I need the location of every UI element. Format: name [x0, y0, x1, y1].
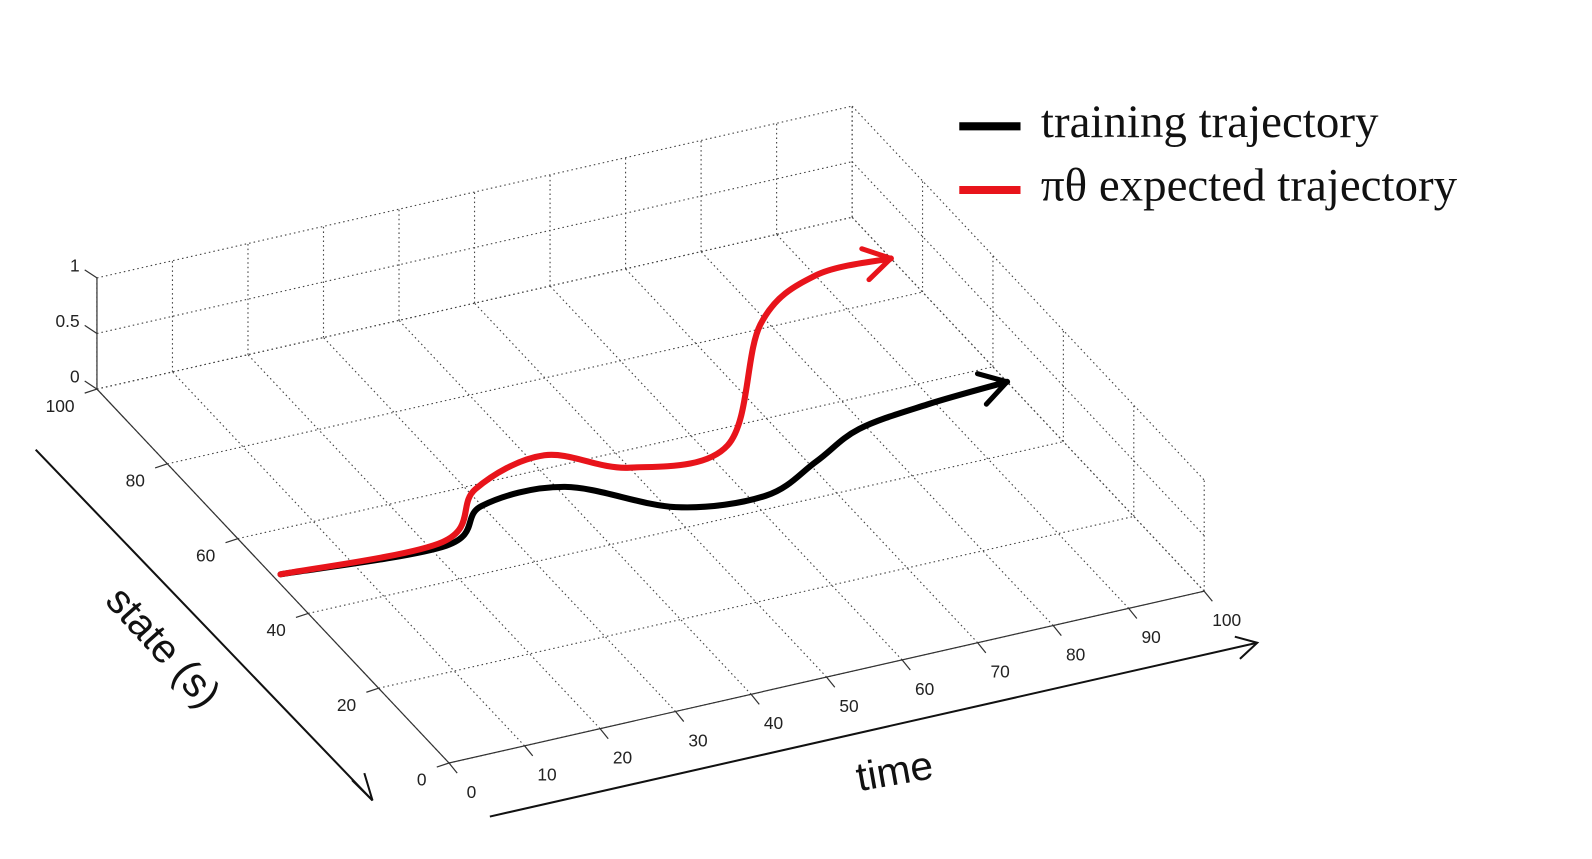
y-tick-label: 0: [417, 770, 427, 790]
y-tick-label: 20: [337, 695, 356, 715]
x-tick: [599, 728, 609, 740]
z-tick-label: 0: [70, 367, 80, 387]
grid-line: [549, 285, 903, 661]
x-tick-label: 40: [764, 713, 783, 733]
state-arrowhead: [351, 772, 374, 802]
y-axis-title: state (s): [97, 577, 230, 716]
grid-line: [474, 302, 828, 678]
y-axis: [96, 388, 450, 764]
x-tick: [901, 659, 911, 671]
x-tick: [977, 642, 987, 654]
x-tick: [1128, 607, 1138, 619]
grid-line: [776, 234, 1130, 609]
grid-line: [247, 354, 601, 730]
y-tick-label: 80: [126, 471, 145, 491]
y-tick: [154, 463, 168, 469]
x-tick: [1203, 590, 1213, 602]
y-tick-label: 40: [266, 620, 285, 640]
x-tick-label: 60: [915, 679, 934, 699]
x-tick-label: 0: [467, 782, 477, 802]
x-tick-label: 70: [990, 662, 1009, 682]
y-tick-label: 100: [46, 396, 75, 416]
grid-line: [851, 216, 1205, 592]
x-tick-label: 10: [537, 765, 556, 785]
arrowhead: [974, 371, 1010, 407]
x-tick-label: 100: [1212, 610, 1241, 630]
trajectory: [277, 378, 1011, 578]
z-tick: [84, 269, 98, 279]
y-tick: [436, 762, 450, 768]
grid-line: [96, 105, 853, 279]
z-tick-label: 0.5: [55, 311, 79, 331]
x-tick: [524, 745, 534, 757]
x-tick-label: 50: [839, 696, 858, 716]
trajectory: [277, 255, 894, 578]
x-axis-title: time: [852, 742, 936, 800]
grid-line: [378, 515, 1134, 689]
grid-line: [172, 371, 525, 747]
x-tick: [1052, 625, 1062, 637]
z-tick: [84, 324, 98, 334]
y-tick: [366, 687, 379, 693]
x-tick-label: 30: [688, 730, 707, 750]
grid-line: [167, 291, 923, 465]
grid-line: [323, 337, 676, 712]
grid-line: [96, 216, 853, 390]
z-tick: [84, 380, 98, 390]
x-tick: [750, 693, 760, 705]
x-tick-label: 90: [1141, 627, 1160, 647]
y-tick: [295, 612, 309, 619]
x-tick-label: 20: [613, 748, 632, 768]
arrowhead: [859, 246, 894, 283]
state-arrow: [34, 449, 374, 802]
grid-line: [398, 319, 752, 695]
y-tick: [225, 538, 238, 544]
grid-line: [700, 251, 1054, 626]
x-tick: [675, 711, 685, 722]
grid-line: [851, 161, 1205, 536]
legend-label: training trajectory: [1041, 96, 1379, 148]
y-tick: [84, 388, 98, 394]
grid-line: [237, 366, 994, 540]
legend-label: πθ expected trajectory: [1041, 160, 1458, 212]
x-tick-label: 80: [1066, 644, 1085, 664]
x-tick: [826, 676, 836, 688]
x-tick: [448, 762, 458, 774]
time-arrow: [489, 641, 1258, 818]
z-tick-label: 1: [70, 255, 80, 275]
grid-line: [96, 161, 853, 335]
time-arrowhead: [1234, 635, 1260, 660]
grid-line: [625, 268, 979, 644]
grid-line: [308, 441, 1064, 614]
grid-line: [851, 105, 1205, 481]
y-tick-label: 60: [196, 545, 215, 565]
